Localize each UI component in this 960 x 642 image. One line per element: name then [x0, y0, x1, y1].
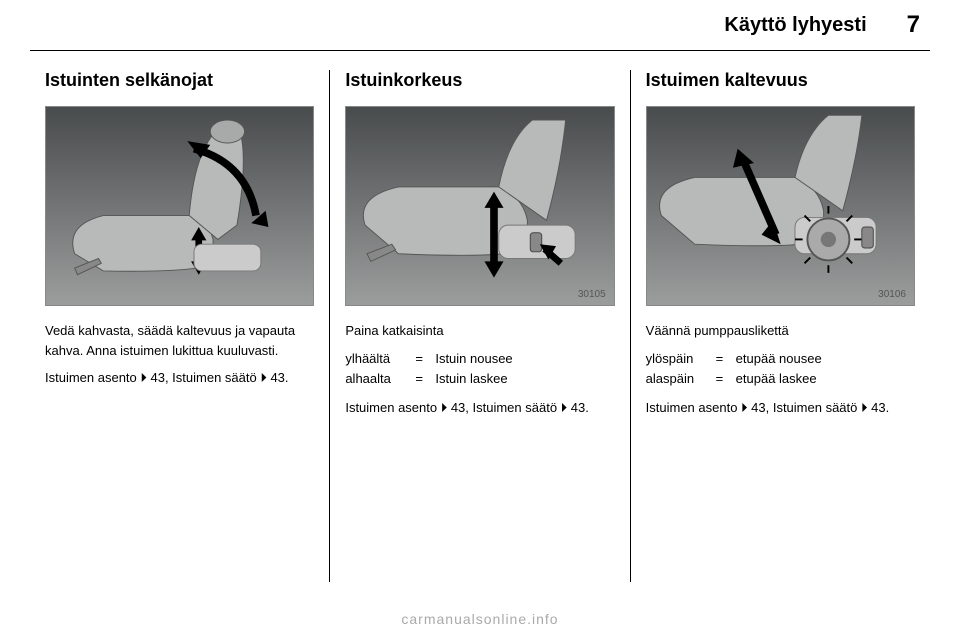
col2-body-1: Paina katkaisinta [345, 321, 614, 341]
header-divider [30, 50, 930, 51]
kv-val: Istuin nousee [435, 349, 512, 370]
kv-key: alhaalta [345, 369, 415, 390]
seat-height-svg [346, 107, 613, 305]
kv-val: etupää laskee [736, 369, 817, 390]
kv-eq: = [716, 349, 736, 370]
col3-kv-table: ylöspäin = etupää nousee alaspäin = etup… [646, 349, 915, 391]
col3-illustration: 30106 [646, 106, 915, 306]
col2-image-label: 30105 [578, 289, 606, 300]
col3-image-label: 30106 [878, 289, 906, 300]
col1-title: Istuinten selkänojat [45, 70, 314, 91]
header-title: Käyttö lyhyesti [724, 14, 866, 37]
kv-key: alaspäin [646, 369, 716, 390]
table-row: ylhäältä = Istuin nousee [345, 349, 614, 370]
kv-val: etupää nousee [736, 349, 822, 370]
page-number: 7 [907, 11, 920, 39]
kv-eq: = [415, 349, 435, 370]
table-row: ylöspäin = etupää nousee [646, 349, 915, 370]
kv-eq: = [716, 369, 736, 390]
kv-eq: = [415, 369, 435, 390]
seat-backrest-svg [46, 107, 313, 305]
footer-watermark: carmanualsonline.info [0, 611, 960, 627]
table-row: alhaalta = Istuin laskee [345, 369, 614, 390]
col3-ref: Istuimen asento ⏵ 43, Istuimen säätö ⏵ 4… [646, 398, 915, 418]
col1-illustration [45, 106, 314, 306]
col2-kv-table: ylhäältä = Istuin nousee alhaalta = Istu… [345, 349, 614, 391]
col1-body-1: Vedä kahvasta, säädä kaltevuus ja vapaut… [45, 321, 314, 360]
column-2: Istuinkorkeus [330, 70, 629, 582]
col1-ref: Istuimen asento ⏵ 43, Istuimen säätö ⏵ 4… [45, 368, 314, 388]
col3-body-1: Väännä pumppauslikettä [646, 321, 915, 341]
table-row: alaspäin = etupää laskee [646, 369, 915, 390]
col2-illustration: 30105 [345, 106, 614, 306]
kv-key: ylhäältä [345, 349, 415, 370]
content-columns: Istuinten selkänojat [30, 70, 930, 582]
col2-ref: Istuimen asento ⏵ 43, Istuimen säätö ⏵ 4… [345, 398, 614, 418]
col3-title: Istuimen kaltevuus [646, 70, 915, 91]
column-1: Istuinten selkänojat [30, 70, 329, 582]
kv-key: ylöspäin [646, 349, 716, 370]
seat-tilt-svg [647, 107, 914, 305]
col2-title: Istuinkorkeus [345, 70, 614, 91]
kv-val: Istuin laskee [435, 369, 507, 390]
column-3: Istuimen kaltevuus [631, 70, 930, 582]
page-header: Käyttö lyhyesti 7 [0, 0, 960, 50]
